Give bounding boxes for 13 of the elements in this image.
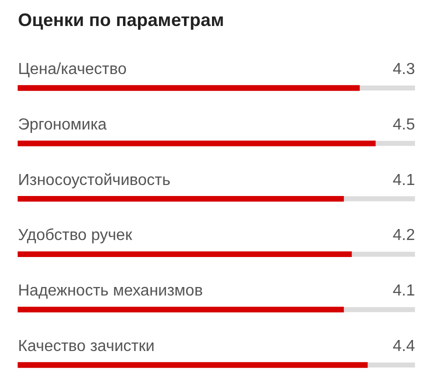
data-label: 4.1 (392, 282, 416, 300)
data-label: 4.2 (392, 227, 416, 244)
data-label: 4.1 (392, 172, 416, 189)
y-tick-label: Цена/качество (18, 61, 127, 78)
y-tick-label: Качество зачистки (18, 338, 155, 355)
data-label: 4.3 (392, 61, 416, 78)
y-tick-label: Износоустойчивость (18, 172, 170, 189)
data-label: 4.5 (392, 116, 416, 134)
chart-title: Оценки по параметрам (18, 10, 224, 31)
y-tick-label: Надежность механизмов (18, 282, 203, 300)
data-label: 4.4 (392, 338, 416, 355)
y-tick-label: Удобство ручек (18, 227, 134, 244)
y-tick-label: Эргономика (18, 116, 107, 134)
